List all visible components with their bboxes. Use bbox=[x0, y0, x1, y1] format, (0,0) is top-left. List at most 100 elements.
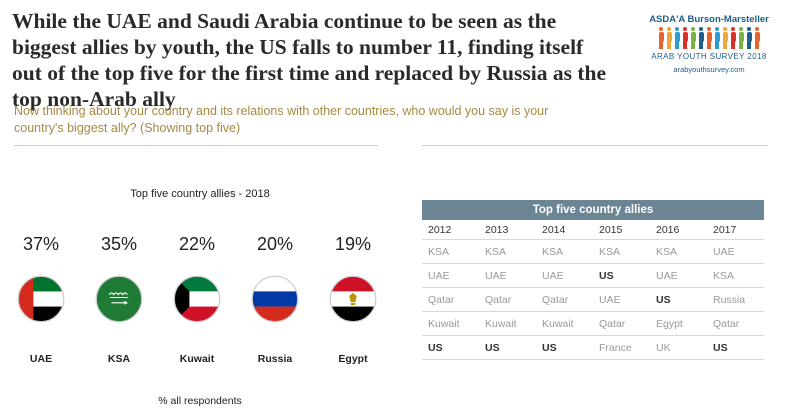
table-cell: Qatar bbox=[593, 311, 650, 336]
table-cell: US bbox=[479, 335, 536, 360]
country-name: UAE bbox=[29, 353, 53, 365]
value-label: 22% bbox=[158, 234, 236, 255]
table-cell: Qatar bbox=[707, 311, 764, 336]
table-row: KSA KSA KSA KSA KSA UAE bbox=[422, 239, 764, 264]
ksa-flag-icon bbox=[95, 275, 143, 323]
table-cell: KSA bbox=[422, 239, 479, 264]
table-cell: KSA bbox=[650, 239, 707, 264]
table-row: US US US France UK US bbox=[422, 335, 764, 360]
flag-mark bbox=[2, 271, 80, 327]
kuwait-flag-icon bbox=[173, 275, 221, 323]
table-row: Qatar Qatar Qatar UAE US Russia bbox=[422, 287, 764, 312]
logo-figure bbox=[730, 27, 737, 49]
table-cell: Qatar bbox=[536, 287, 593, 312]
logo-figure bbox=[746, 27, 753, 49]
logo-figure bbox=[738, 27, 745, 49]
table-cell: KSA bbox=[707, 263, 764, 288]
table-cell: UAE bbox=[707, 239, 764, 264]
logo-figure bbox=[706, 27, 713, 49]
year-header: 2012 bbox=[422, 220, 479, 240]
logo-figure bbox=[690, 27, 697, 49]
country-name: Russia bbox=[257, 353, 293, 365]
year-header: 2017 bbox=[707, 220, 764, 240]
flag-mark bbox=[80, 271, 158, 327]
country-name: Kuwait bbox=[179, 353, 215, 365]
percent-value: 22% bbox=[178, 234, 216, 254]
logo-figures-icon bbox=[644, 27, 774, 49]
uae-flag-icon bbox=[17, 275, 65, 323]
percent-row: 37% 35% 22% 20% 19% bbox=[2, 234, 392, 255]
logo-figure bbox=[658, 27, 665, 49]
flag-mark bbox=[158, 271, 236, 327]
footnote: % all respondents bbox=[158, 395, 242, 407]
category-label: UAE bbox=[2, 349, 80, 367]
table-cell: UAE bbox=[422, 263, 479, 288]
value-label: 37% bbox=[2, 234, 80, 255]
table-cell: Qatar bbox=[479, 287, 536, 312]
table-cell: Russia bbox=[707, 287, 764, 312]
logo-figure bbox=[722, 27, 729, 49]
table-cell: KSA bbox=[593, 239, 650, 264]
category-label: Russia bbox=[236, 349, 314, 367]
headline: While the UAE and Saudi Arabia continue … bbox=[12, 9, 607, 111]
egypt-flag-icon bbox=[329, 275, 377, 323]
table-cell: UAE bbox=[536, 263, 593, 288]
survey-logo: ASDA'A Burson-Marsteller ARAB YOUTH SURV… bbox=[644, 14, 774, 84]
logo-url: arabyouthsurvey.com bbox=[673, 65, 745, 74]
country-name-row: UAE KSA Kuwait Russia Egypt bbox=[2, 349, 392, 367]
table-cell: UAE bbox=[593, 287, 650, 312]
table-cell: US bbox=[536, 335, 593, 360]
left-divider bbox=[14, 145, 378, 146]
value-label: 20% bbox=[236, 234, 314, 255]
percent-value: 35% bbox=[100, 234, 138, 254]
right-divider bbox=[422, 145, 768, 146]
logo-figure bbox=[666, 27, 673, 49]
table-cell: KSA bbox=[536, 239, 593, 264]
table-header-row: 2012 2013 2014 2015 2016 2017 bbox=[422, 220, 764, 240]
table-cell: Kuwait bbox=[536, 311, 593, 336]
table-cell: US bbox=[650, 287, 707, 312]
table-cell: Kuwait bbox=[422, 311, 479, 336]
table-cell: KSA bbox=[479, 239, 536, 264]
table-cell: Qatar bbox=[422, 287, 479, 312]
category-label: KSA bbox=[80, 349, 158, 367]
table-cell: Kuwait bbox=[479, 311, 536, 336]
percent-value: 20% bbox=[256, 234, 294, 254]
percent-value: 19% bbox=[334, 234, 372, 254]
table-cell: US bbox=[707, 335, 764, 360]
value-label: 19% bbox=[314, 234, 392, 255]
flag-mark bbox=[314, 271, 392, 327]
flag-row bbox=[2, 271, 392, 327]
table-cell: US bbox=[593, 263, 650, 288]
table-title: Top five country allies bbox=[422, 200, 764, 220]
category-label: Egypt bbox=[314, 349, 392, 367]
table-cell: US bbox=[422, 335, 479, 360]
year-header: 2015 bbox=[593, 220, 650, 240]
logo-brand: ASDA'A Burson-Marsteller bbox=[649, 14, 769, 25]
country-name: Egypt bbox=[338, 353, 368, 365]
survey-question: Now thinking about your country and its … bbox=[14, 104, 549, 135]
logo-figure bbox=[754, 27, 761, 49]
russia-flag-icon bbox=[251, 275, 299, 323]
logo-survey-name: ARAB YOUTH SURVEY 2018 bbox=[651, 52, 767, 61]
table-cell: UK bbox=[650, 335, 707, 360]
table-row: Kuwait Kuwait Kuwait Qatar Egypt Qatar bbox=[422, 311, 764, 336]
table-cell: UAE bbox=[650, 263, 707, 288]
table-cell: UAE bbox=[479, 263, 536, 288]
table-row: UAE UAE UAE US UAE KSA bbox=[422, 263, 764, 288]
year-header: 2016 bbox=[650, 220, 707, 240]
logo-figure bbox=[714, 27, 721, 49]
year-header: 2013 bbox=[479, 220, 536, 240]
value-label: 35% bbox=[80, 234, 158, 255]
logo-figure bbox=[682, 27, 689, 49]
category-label: Kuwait bbox=[158, 349, 236, 367]
chart-title: Top five country allies - 2018 bbox=[130, 188, 270, 200]
logo-figure bbox=[698, 27, 705, 49]
logo-figure bbox=[674, 27, 681, 49]
allies-table: 2012 2013 2014 2015 2016 2017 KSA KSA KSA KSA KSA U… bbox=[422, 220, 764, 360]
table-cell: France bbox=[593, 335, 650, 360]
table-cell: Egypt bbox=[650, 311, 707, 336]
flag-mark bbox=[236, 271, 314, 327]
percent-value: 37% bbox=[22, 234, 60, 254]
country-name: KSA bbox=[107, 353, 131, 365]
